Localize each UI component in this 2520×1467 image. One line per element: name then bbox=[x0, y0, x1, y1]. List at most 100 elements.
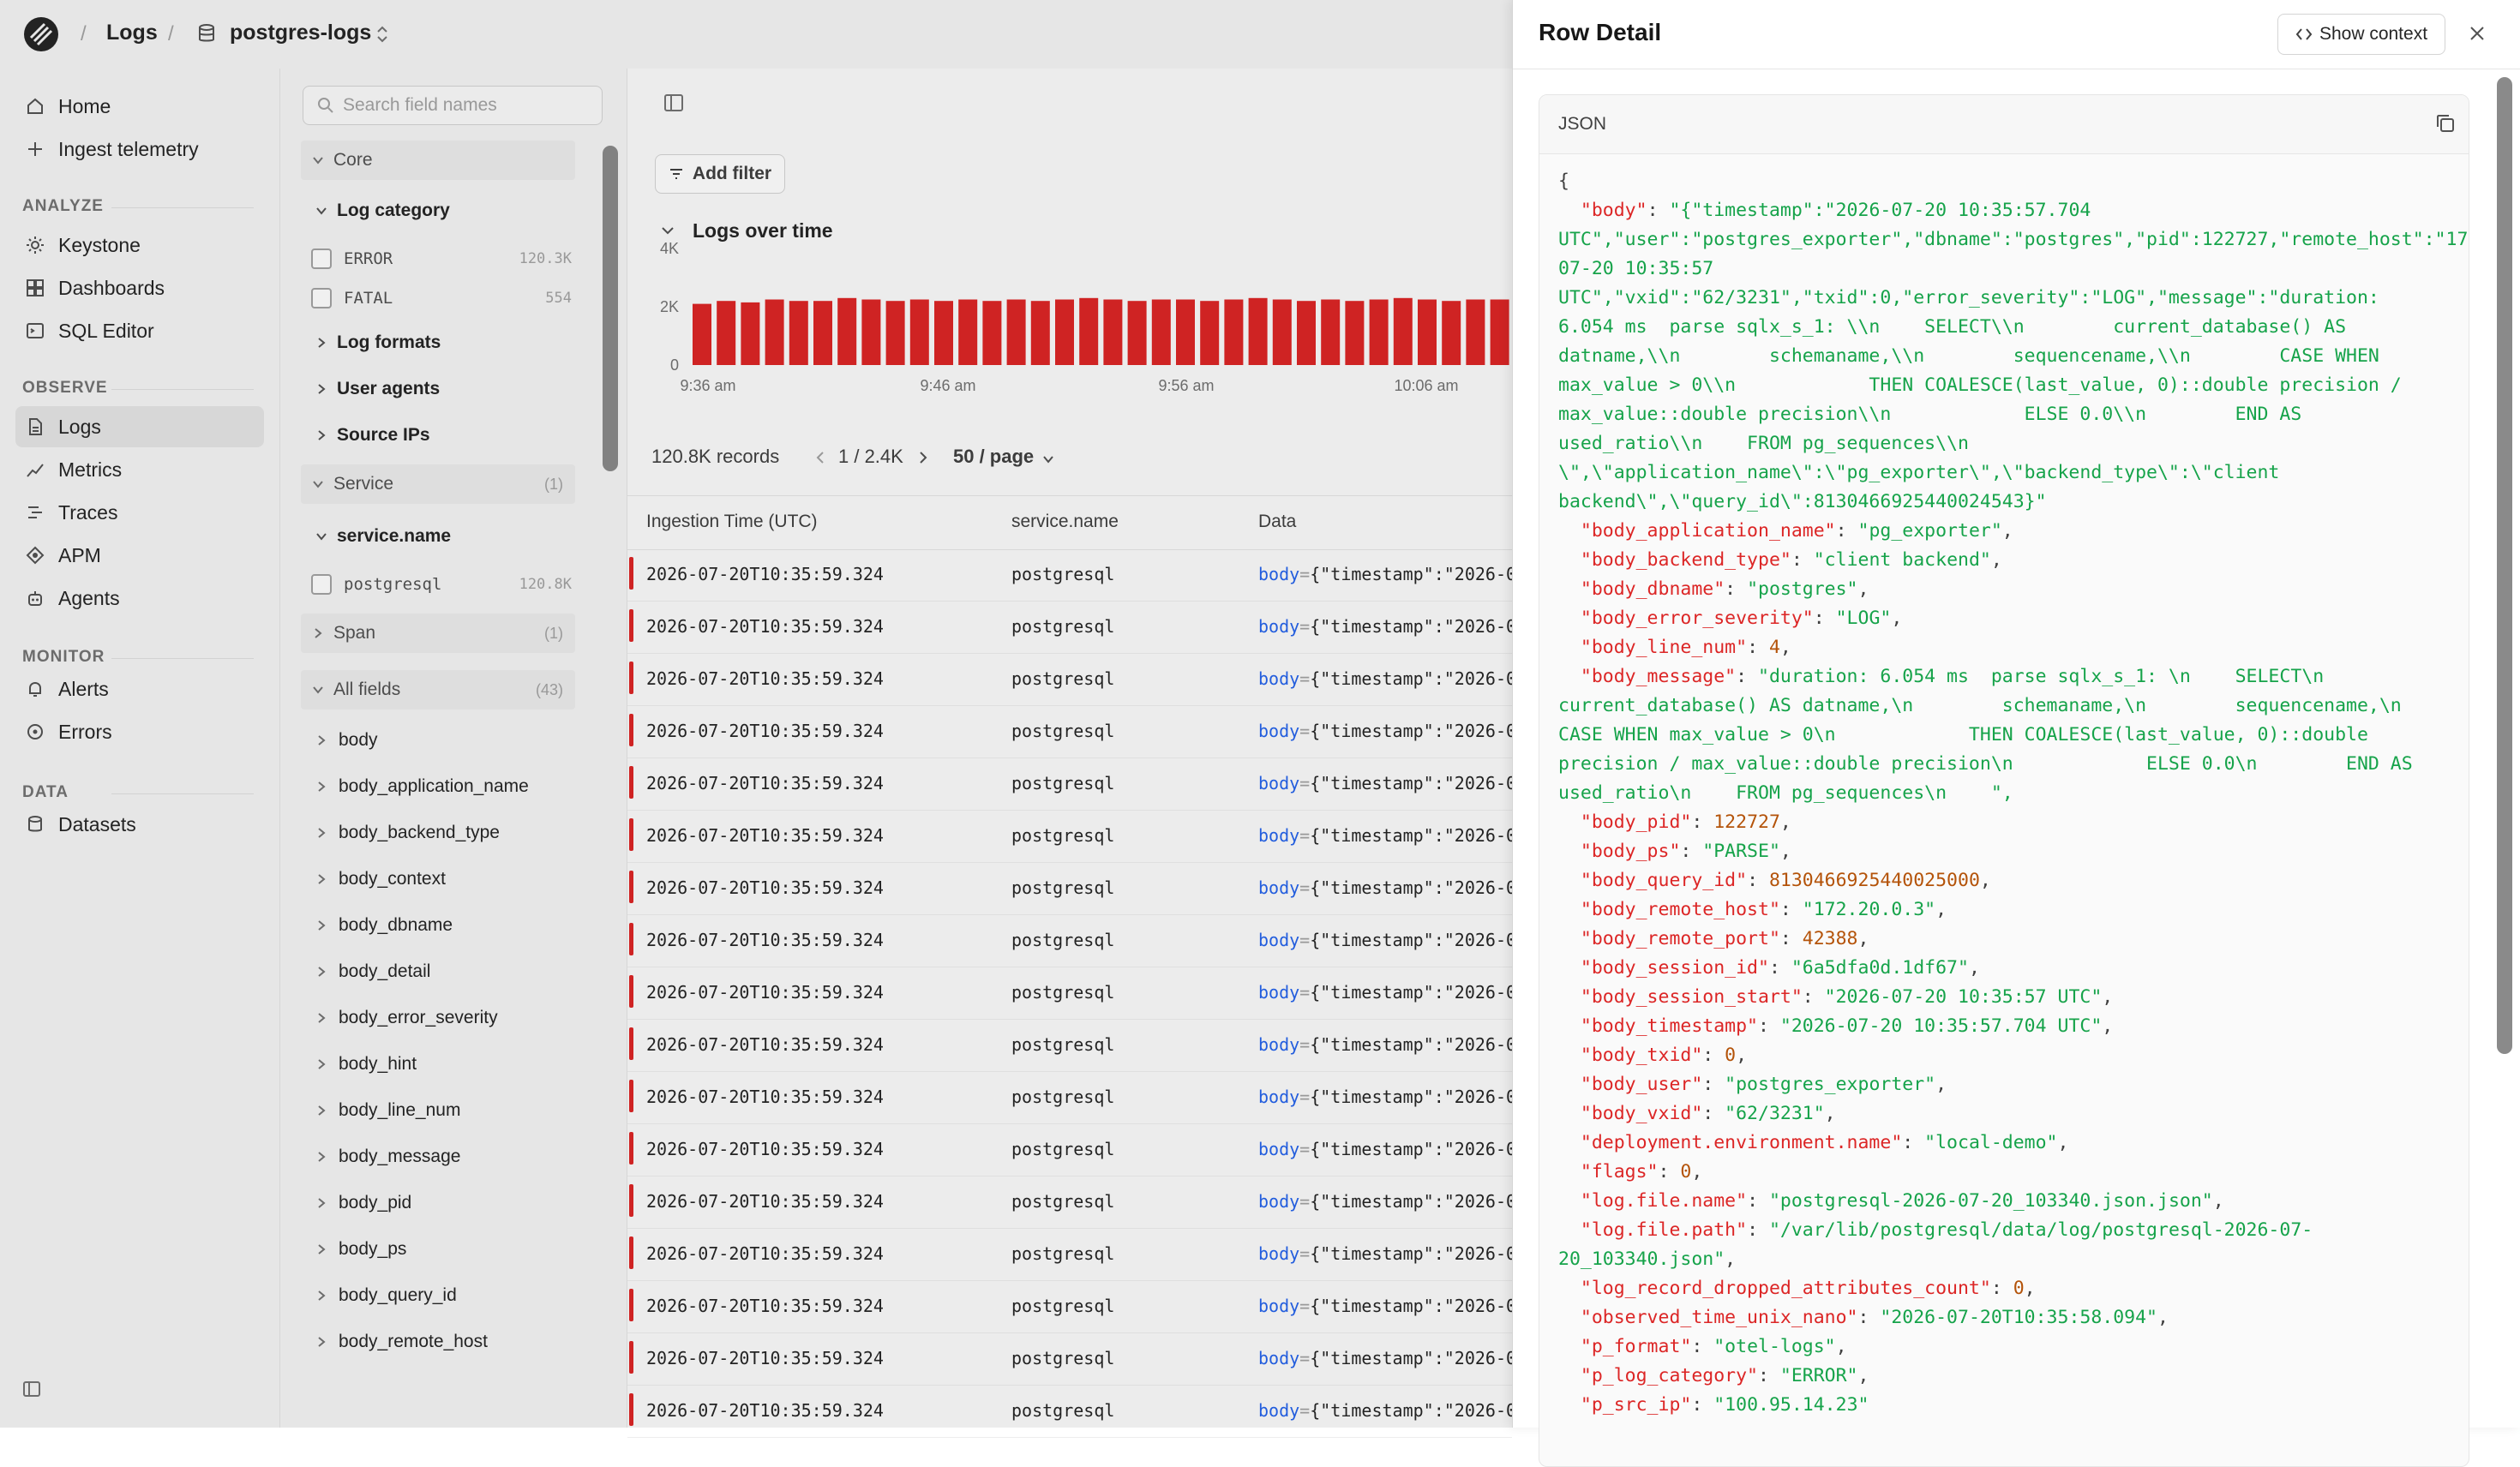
nav-item-metrics[interactable]: Metrics bbox=[15, 449, 264, 490]
chevron-down-icon[interactable] bbox=[660, 223, 675, 238]
chart-bar[interactable] bbox=[1490, 299, 1509, 366]
column-header-service[interactable]: service.name bbox=[1011, 512, 1119, 531]
page-size-select[interactable]: 50 / page bbox=[953, 446, 1035, 467]
field-search-input[interactable]: Search field names bbox=[303, 86, 603, 125]
chart-bar[interactable] bbox=[717, 301, 736, 365]
table-row[interactable]: 2026-07-20T10:35:59.324 postgresql body={"… bbox=[627, 967, 1516, 1020]
table-row[interactable]: 2026-07-20T10:35:59.324 postgresql body={"… bbox=[627, 601, 1516, 654]
field-item[interactable]: body_error_severity bbox=[315, 1001, 498, 1035]
table-row[interactable]: 2026-07-20T10:35:59.324 postgresql body={"… bbox=[627, 914, 1516, 967]
subgroup-log-formats[interactable]: Log formats bbox=[315, 326, 441, 360]
nav-item-logs[interactable]: Logs bbox=[15, 406, 264, 447]
nav-item-dashboards[interactable]: Dashboards bbox=[15, 267, 264, 308]
modal-overlay[interactable] bbox=[0, 0, 1512, 1428]
nav-item-errors[interactable]: Errors bbox=[15, 711, 264, 752]
copy-icon[interactable] bbox=[2434, 112, 2457, 135]
chart-bar[interactable] bbox=[1418, 299, 1437, 366]
column-header-time[interactable]: Ingestion Time (UTC) bbox=[646, 512, 818, 531]
filter-option-fatal[interactable]: FATAL 554 bbox=[311, 281, 577, 315]
chart-bar[interactable] bbox=[958, 299, 978, 366]
subgroup-service-name[interactable]: service.name bbox=[315, 519, 451, 554]
field-item[interactable]: body_remote_host bbox=[315, 1325, 488, 1359]
table-row[interactable]: 2026-07-20T10:35:59.324 postgresql body={"… bbox=[627, 1332, 1516, 1386]
field-item[interactable]: body_dbname bbox=[315, 908, 453, 943]
nav-item-datasets[interactable]: Datasets bbox=[15, 804, 264, 845]
field-item[interactable]: body_application_name bbox=[315, 769, 529, 804]
chart-bar[interactable] bbox=[861, 299, 881, 366]
field-item[interactable]: body_detail bbox=[315, 955, 430, 989]
chart-bar[interactable] bbox=[813, 301, 832, 365]
nav-item-keystone[interactable]: Keystone bbox=[15, 225, 264, 266]
nav-item-apm[interactable]: APM bbox=[15, 535, 264, 576]
chart-bar[interactable] bbox=[934, 301, 953, 365]
chart-bar[interactable] bbox=[1055, 299, 1074, 366]
table-row[interactable]: 2026-07-20T10:35:59.324 postgresql body={"… bbox=[627, 1019, 1516, 1072]
subgroup-log-category[interactable]: Log category bbox=[315, 194, 450, 228]
filter-option-error[interactable]: ERROR 120.3K bbox=[311, 242, 577, 276]
breadcrumb-dataset[interactable]: postgres-logs bbox=[230, 21, 372, 45]
logo-icon[interactable] bbox=[22, 15, 60, 53]
chart-bar[interactable] bbox=[982, 301, 1002, 365]
field-panel-scrollbar[interactable] bbox=[603, 146, 618, 471]
close-button[interactable] bbox=[2464, 21, 2490, 46]
table-row[interactable]: 2026-07-20T10:35:59.324 postgresql body={"… bbox=[627, 757, 1516, 811]
chart-bar[interactable] bbox=[909, 299, 929, 366]
nav-item-ingest-telemetry[interactable]: Ingest telemetry bbox=[15, 129, 264, 170]
field-item[interactable]: body_query_id bbox=[315, 1278, 457, 1313]
subgroup-source-ips[interactable]: Source IPs bbox=[315, 418, 430, 452]
nav-item-home[interactable]: Home bbox=[15, 86, 264, 127]
field-item[interactable]: body_pid bbox=[315, 1186, 411, 1220]
table-row[interactable]: 2026-07-20T10:35:59.324 postgresql body={"… bbox=[627, 1280, 1516, 1333]
chart-bar[interactable] bbox=[1224, 299, 1244, 366]
field-item[interactable]: body_line_num bbox=[315, 1093, 460, 1128]
detail-scrollbar[interactable] bbox=[2497, 77, 2512, 1054]
chart-bar[interactable] bbox=[693, 303, 711, 365]
checkbox[interactable] bbox=[311, 288, 332, 308]
chart-bar[interactable] bbox=[837, 297, 857, 365]
chart-bar[interactable] bbox=[1442, 301, 1461, 365]
field-item[interactable]: body_message bbox=[315, 1140, 460, 1174]
nav-item-agents[interactable]: Agents bbox=[15, 578, 264, 619]
table-row[interactable]: 2026-07-20T10:35:59.324 postgresql body={"… bbox=[627, 1176, 1516, 1229]
field-item[interactable]: body_backend_type bbox=[315, 816, 500, 850]
collapse-sidebar-icon[interactable] bbox=[22, 1380, 41, 1398]
group-core[interactable]: Core bbox=[301, 141, 575, 180]
chart-bar[interactable] bbox=[1151, 299, 1171, 366]
group-span[interactable]: Span (1) bbox=[301, 614, 575, 653]
field-item[interactable]: body_hint bbox=[315, 1047, 417, 1081]
prev-page-icon[interactable] bbox=[814, 451, 826, 464]
show-context-button[interactable]: Show context bbox=[2277, 14, 2445, 55]
table-row[interactable]: 2026-07-20T10:35:59.324 postgresql body={"… bbox=[627, 1123, 1516, 1177]
chart-bar[interactable] bbox=[1297, 301, 1316, 365]
chart-bar[interactable] bbox=[765, 299, 784, 366]
group-all-fields[interactable]: All fields (43) bbox=[301, 670, 575, 710]
chevron-down-icon[interactable] bbox=[1042, 454, 1054, 464]
toggle-panel-icon[interactable] bbox=[663, 93, 684, 113]
checkbox[interactable] bbox=[311, 574, 332, 595]
chart-bar[interactable] bbox=[1103, 299, 1123, 366]
chart-bar[interactable] bbox=[1127, 301, 1147, 365]
json-content[interactable]: { "body": "{"timestamp":"2026-07-20 10:3… bbox=[1558, 171, 2469, 1416]
chart-bar[interactable] bbox=[1176, 299, 1195, 366]
table-row[interactable]: 2026-07-20T10:35:59.324 postgresql body={"… bbox=[627, 1071, 1516, 1124]
checkbox[interactable] bbox=[311, 248, 332, 269]
chart-bar[interactable] bbox=[1248, 297, 1268, 365]
chart-bar[interactable] bbox=[789, 301, 808, 365]
nav-item-traces[interactable]: Traces bbox=[15, 492, 264, 533]
logs-over-time-chart[interactable]: 4K 2K 09:36 am 9:46 am 9:56 am 10:06 am bbox=[627, 240, 1512, 497]
chart-bar[interactable] bbox=[741, 302, 760, 365]
chart-bar[interactable] bbox=[1321, 299, 1341, 366]
group-service[interactable]: Service (1) bbox=[301, 464, 575, 504]
column-header-data[interactable]: Data bbox=[1258, 512, 1297, 531]
chart-bar[interactable] bbox=[1272, 299, 1292, 366]
field-item[interactable]: body bbox=[315, 723, 378, 757]
field-item[interactable]: body_ps bbox=[315, 1232, 406, 1266]
chevron-up-down-icon[interactable] bbox=[374, 24, 391, 45]
table-row[interactable]: 2026-07-20T10:35:59.324 postgresql body={"… bbox=[627, 862, 1516, 915]
table-row[interactable]: 2026-07-20T10:35:59.324 postgresql body={"… bbox=[627, 1228, 1516, 1281]
field-item[interactable]: body_context bbox=[315, 862, 446, 896]
chart-bar[interactable] bbox=[1006, 299, 1026, 366]
nav-item-sql-editor[interactable]: SQL Editor bbox=[15, 310, 264, 351]
filter-option-postgresql[interactable]: postgresql 120.8K bbox=[311, 567, 577, 602]
table-row[interactable]: 2026-07-20T10:35:59.324 postgresql body={"… bbox=[627, 653, 1516, 706]
